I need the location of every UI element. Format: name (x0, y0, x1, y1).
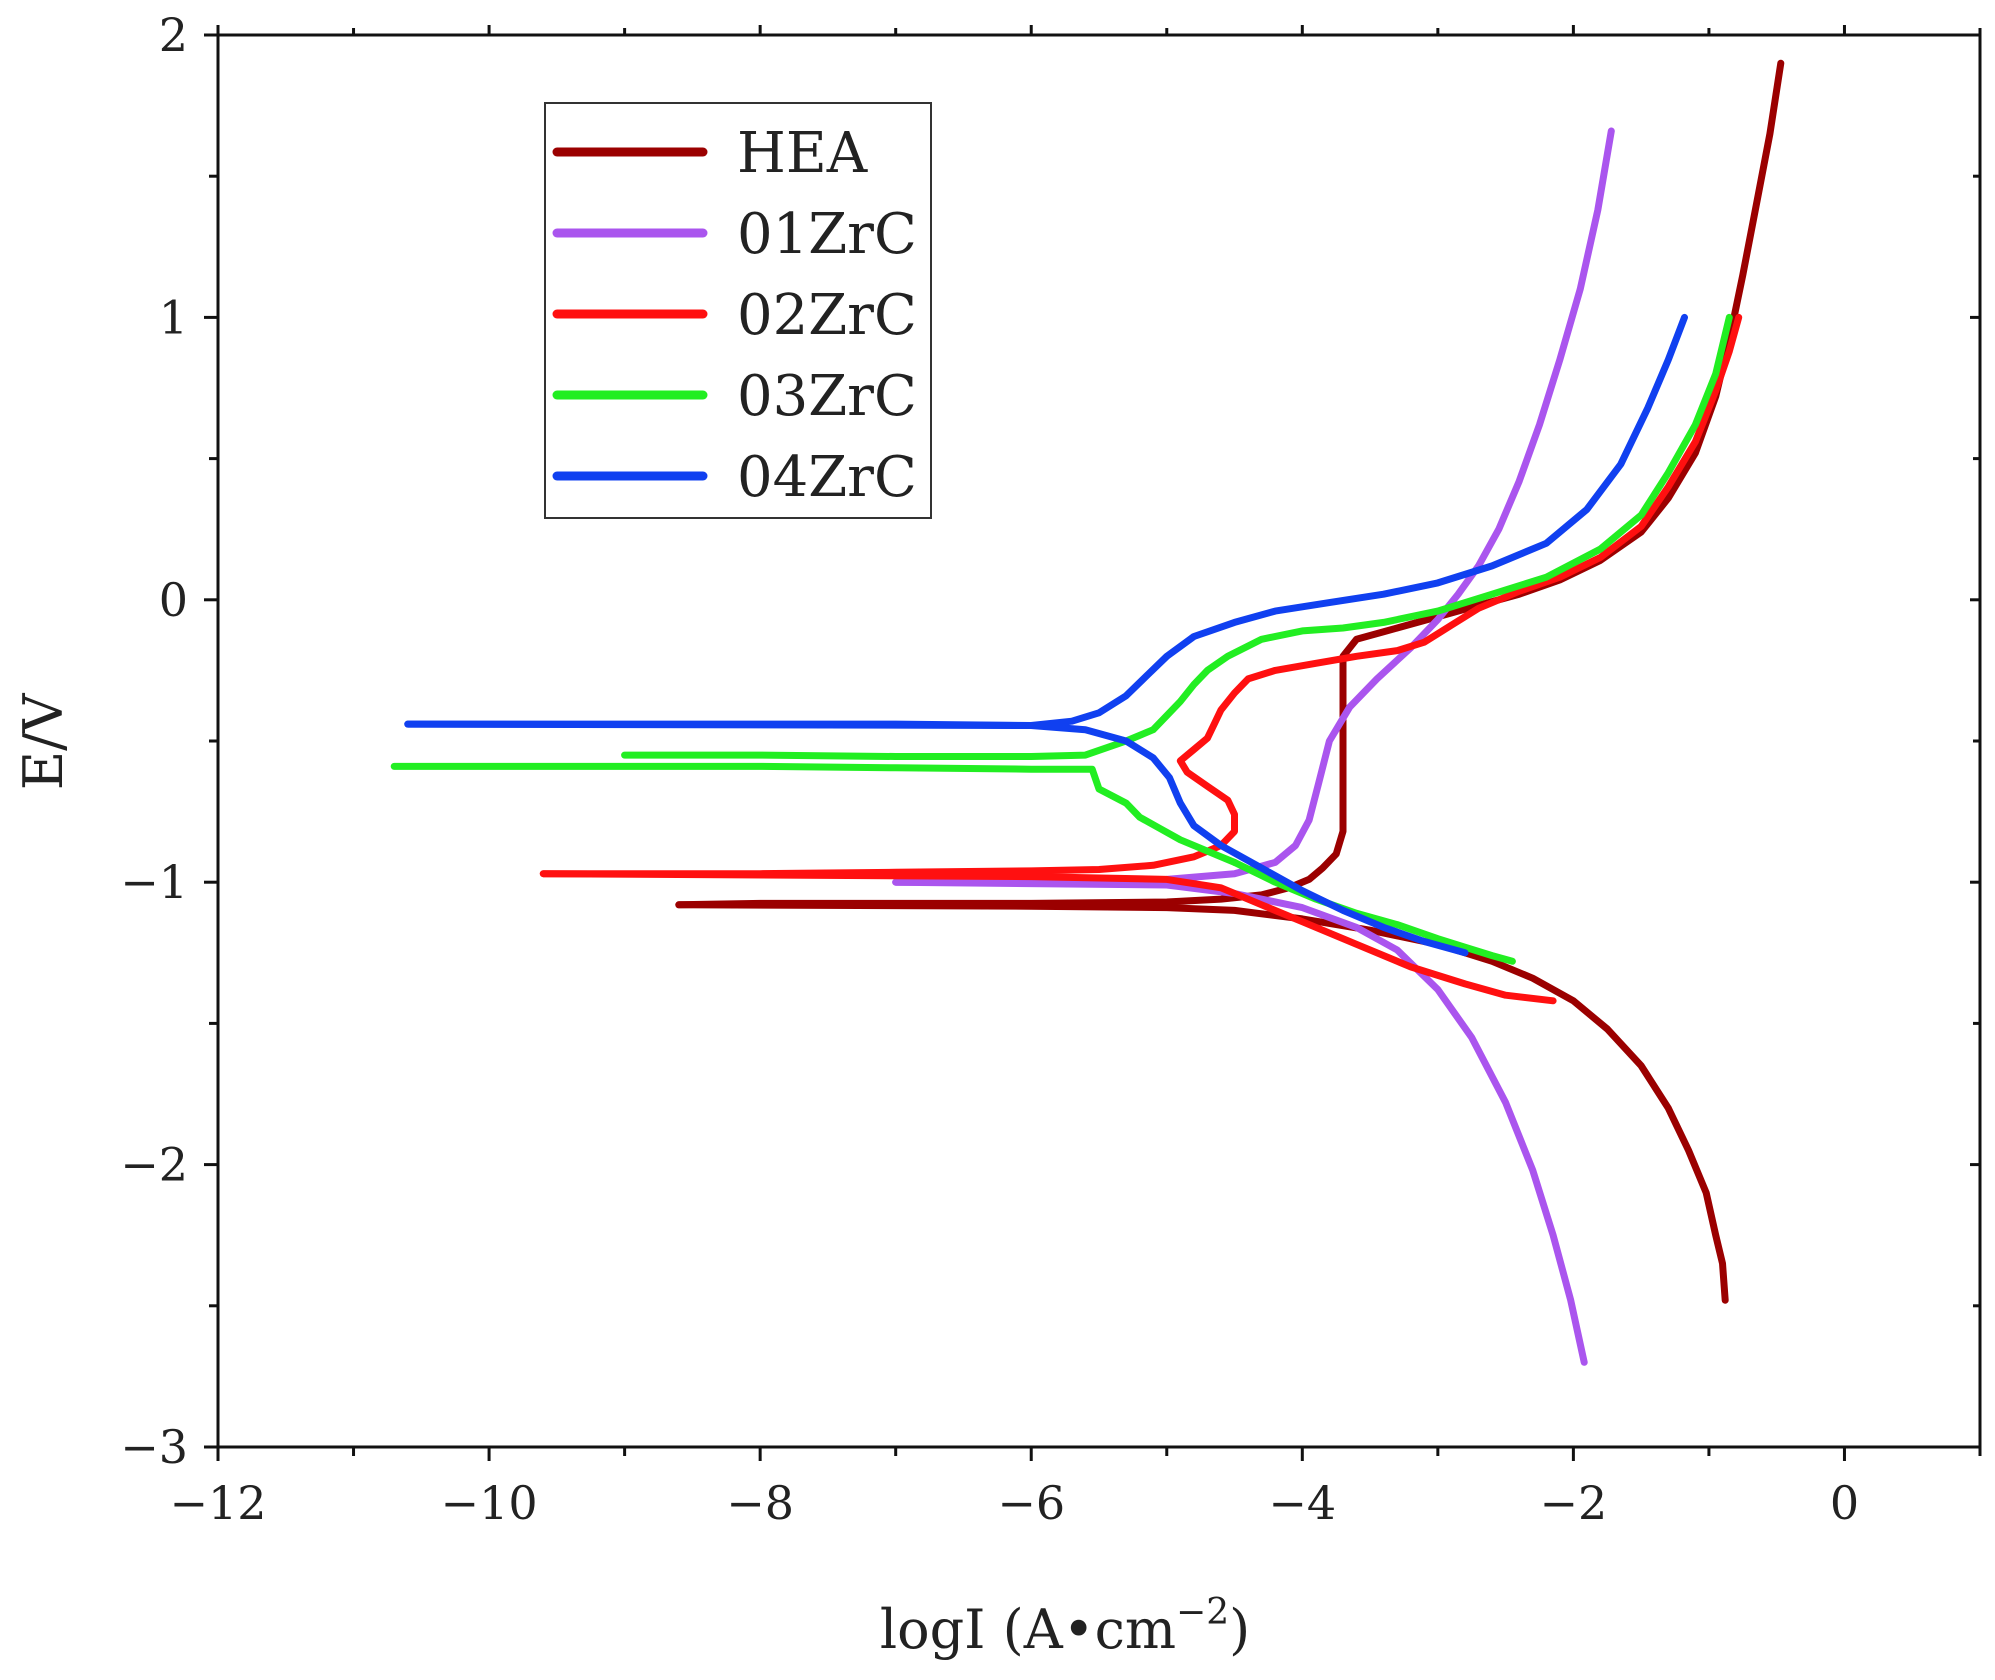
series-line-04zrc-cathodic (404, 720, 1469, 957)
y-axis-title: E/V (12, 693, 75, 791)
legend-label-01zrc: 01ZrC (737, 202, 917, 267)
y-tick-label: 0 (159, 573, 188, 627)
y-tick-label: −1 (120, 855, 188, 909)
x-tick-label: −6 (997, 1476, 1065, 1530)
series-line-03zrc-cathodic (1231, 858, 1516, 965)
series-line-hea-cathodic (675, 901, 1729, 1304)
x-axis-title-superscript: −2 (1176, 1592, 1229, 1633)
x-axis-title-close: ) (1229, 1598, 1250, 1661)
x-axis-title: logI (A•cm−2) (880, 1592, 1250, 1661)
y-tick-label: −2 (120, 1138, 188, 1192)
x-tick-label: −10 (441, 1476, 538, 1530)
legend-label-03zrc: 03ZrC (737, 364, 917, 429)
legend-label-hea: HEA (737, 121, 868, 186)
x-tick-label: −4 (1268, 1476, 1336, 1530)
legend: HEA 01ZrC 02ZrC 03ZrC 04ZrC (544, 102, 932, 519)
series-line-03zrc-anodic (621, 313, 1733, 760)
x-tick-label: −2 (1539, 1476, 1607, 1530)
x-tick-label: −12 (169, 1476, 266, 1530)
y-tick-label: 2 (159, 8, 188, 62)
series-line-02zrc-cathodic (539, 870, 1557, 1005)
series-line-04zrc-points (404, 313, 1688, 729)
x-axis-title-main: logI (A•cm (880, 1598, 1176, 1661)
series-line-02zrc-points (539, 313, 1743, 878)
series-group (390, 59, 1785, 1366)
legend-label-02zrc: 02ZrC (737, 283, 917, 348)
series-line-03zrc-points (390, 762, 1238, 866)
x-tick-label: −8 (726, 1476, 794, 1530)
y-tick-label: −3 (120, 1420, 188, 1474)
x-tick-label: 0 (1830, 1476, 1859, 1530)
y-tick-label: 1 (159, 290, 188, 344)
legend-label-04zrc: 04ZrC (737, 445, 917, 510)
